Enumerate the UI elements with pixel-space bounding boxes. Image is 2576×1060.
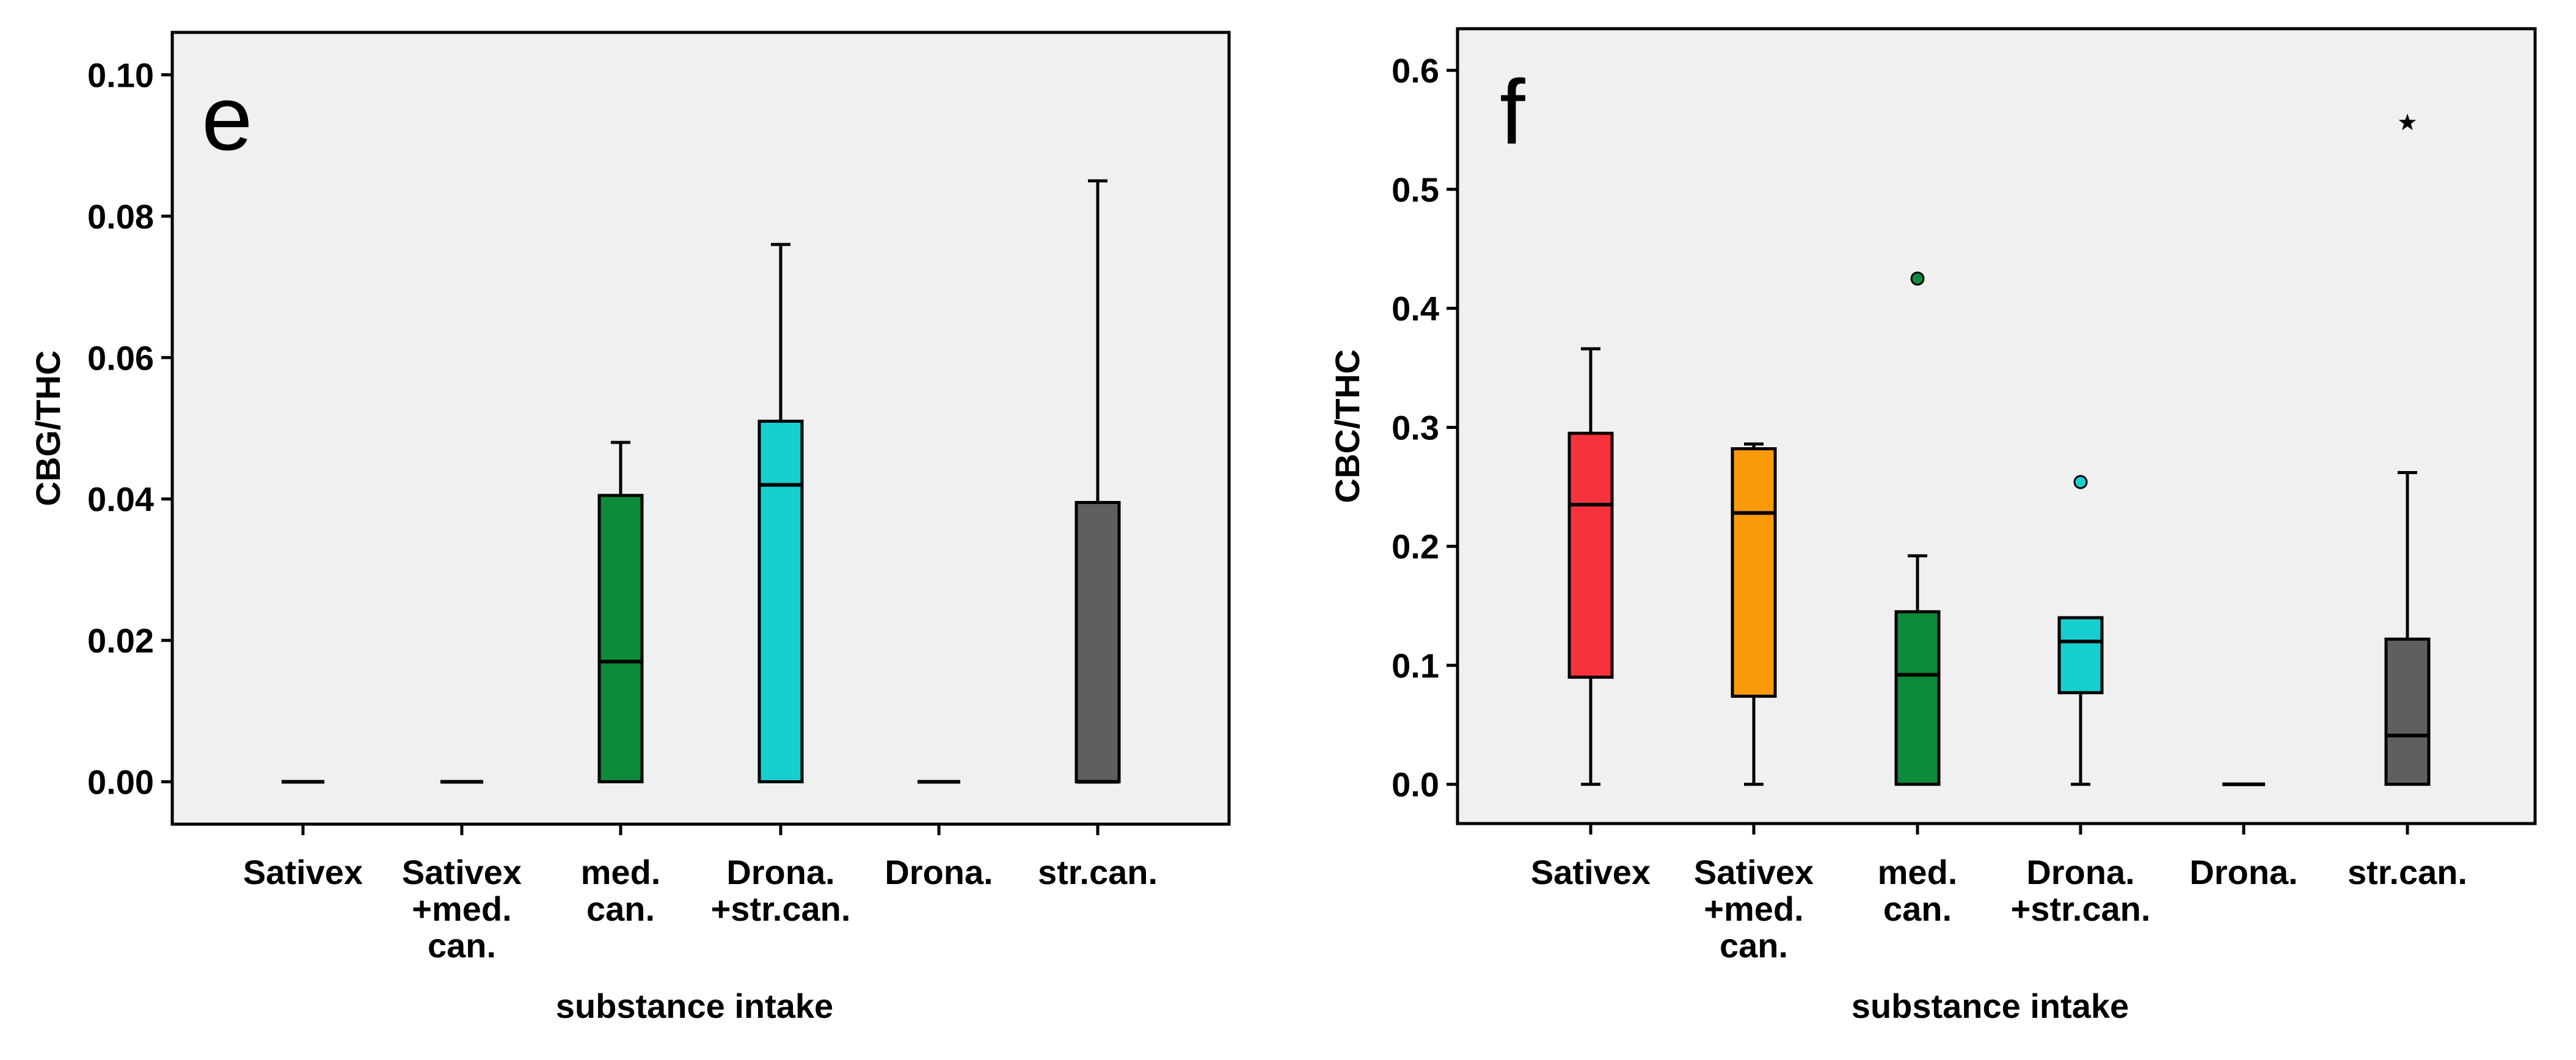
y-tick-label: 0.4 — [1392, 290, 1439, 328]
x-category-label: Drona. — [2026, 853, 2134, 891]
x-category-label: med. — [1878, 853, 1958, 891]
y-tick-label: 0.1 — [1392, 646, 1439, 685]
x-category-label: Sativex — [402, 853, 522, 891]
box-body — [1894, 610, 1941, 786]
y-tick-label: 0.08 — [87, 197, 154, 236]
box-body — [757, 419, 804, 784]
x-category-label: +med. — [412, 890, 511, 928]
x-category-label: str.can. — [1038, 853, 1158, 891]
x-category-label: Drona. — [726, 853, 834, 891]
x-category-label: +str.can. — [2011, 890, 2151, 928]
plot-area — [1456, 27, 2537, 825]
x-category-label: can. — [586, 890, 655, 928]
outlier-point — [2073, 475, 2088, 489]
y-tick-label: 0.5 — [1392, 170, 1439, 209]
y-axis-title: CBC/THC — [1328, 349, 1366, 503]
x-category-label: can. — [428, 926, 496, 965]
x-category-label: Sativex — [1694, 853, 1814, 891]
panel-e-cbg-thc: e 0.00 0.02 0.04 0.06 0.08 0.10 CBG/THC Sativex S… — [29, 31, 1231, 1025]
y-tick-label: 0.00 — [87, 763, 154, 802]
y-tick-label: 0.6 — [1392, 51, 1439, 90]
box-body — [2384, 637, 2431, 786]
y-tick-label: 0.3 — [1392, 408, 1439, 447]
box-body — [2057, 616, 2104, 695]
box-3 — [597, 440, 644, 784]
x-axis-title: substance intake — [556, 987, 833, 1025]
box-2 — [1731, 442, 1777, 786]
panel-letter: f — [1500, 60, 1525, 163]
box-body — [1075, 501, 1121, 784]
y-tick-label: 0.02 — [87, 621, 154, 660]
x-category-label: +med. — [1704, 890, 1803, 928]
box-1 — [1567, 347, 1614, 786]
y-axis-title: CBG/THC — [29, 350, 67, 506]
y-tick-label: 0.10 — [87, 56, 154, 94]
x-category-label: Sativex — [1531, 853, 1651, 891]
y-tick-label: 0.06 — [87, 338, 154, 377]
x-category-label: med. — [581, 853, 661, 891]
x-category-label: Sativex — [243, 853, 363, 891]
y-tick-label: 0.04 — [87, 480, 154, 519]
panel-letter: e — [202, 67, 252, 169]
y-tick-label: 0.2 — [1392, 527, 1439, 566]
x-category-label: Drona. — [2189, 853, 2297, 891]
extreme-star — [2398, 113, 2417, 130]
box-6 — [2384, 470, 2431, 786]
outlier-point — [1910, 271, 1925, 286]
box-body — [597, 494, 644, 784]
box-6 — [1075, 179, 1121, 784]
x-category-label: Drona. — [885, 853, 993, 891]
x-axis-title: substance intake — [1852, 987, 2129, 1025]
plot-area — [170, 31, 1231, 826]
box-body — [1567, 431, 1614, 679]
x-category-label: +str.can. — [711, 890, 851, 928]
box-body — [1731, 447, 1777, 698]
box-4 — [757, 243, 804, 784]
y-tick-label: 0.0 — [1392, 766, 1439, 804]
x-category-label: can. — [1720, 926, 1788, 965]
x-category-label: str.can. — [2348, 853, 2467, 891]
box-4 — [2057, 616, 2104, 786]
box-3 — [1894, 554, 1941, 786]
x-category-label: can. — [1883, 890, 1952, 928]
panel-f-cbc-thc: f 0.0 0.1 0.2 0.3 0.4 0.5 0.6 CBC/THC Sativex Sati… — [1328, 27, 2537, 1025]
